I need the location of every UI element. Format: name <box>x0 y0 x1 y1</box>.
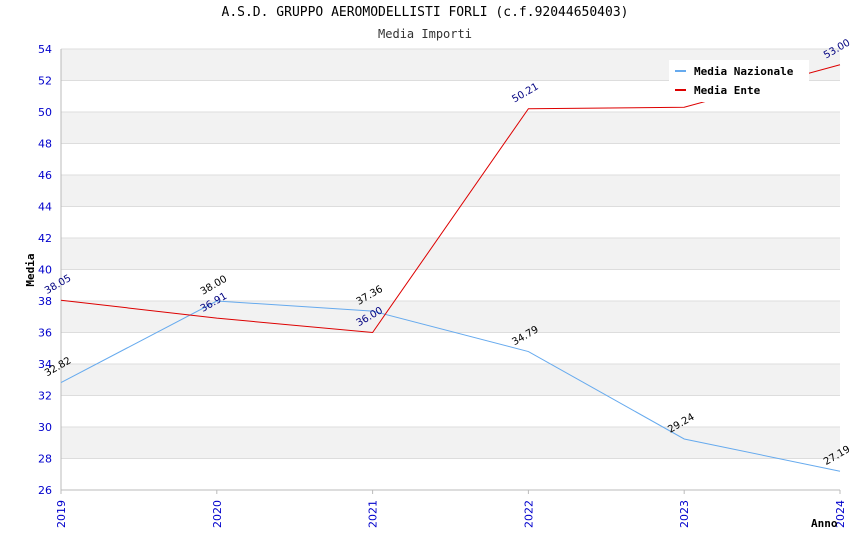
x-axis-label: Anno <box>811 517 838 530</box>
y-tick-label: 50 <box>38 106 52 119</box>
grid-band <box>61 427 840 459</box>
y-tick-label: 36 <box>38 327 52 340</box>
x-tick-label: 2020 <box>211 500 224 528</box>
grid-band <box>61 112 840 144</box>
y-tick-label: 38 <box>38 295 52 308</box>
y-axis-label: Media <box>24 253 37 286</box>
y-tick-label: 30 <box>38 421 52 434</box>
x-tick-label: 2022 <box>522 500 535 528</box>
grid-band <box>61 206 840 238</box>
legend-box <box>669 60 809 102</box>
y-tick-label: 40 <box>38 264 52 277</box>
legend-label: Media Ente <box>694 84 761 97</box>
y-tick-label: 52 <box>38 75 52 88</box>
chart-subtitle: Media Importi <box>378 27 472 41</box>
grid-band <box>61 269 840 301</box>
y-tick-label: 48 <box>38 138 52 151</box>
chart-title: A.S.D. GRUPPO AEROMODELLISTI FORLI (c.f.… <box>221 5 629 20</box>
grid-band <box>61 301 840 333</box>
grid-band <box>61 332 840 364</box>
y-tick-label: 26 <box>38 484 52 497</box>
grid-band <box>61 143 840 175</box>
y-tick-label: 46 <box>38 169 52 182</box>
grid-band <box>61 175 840 207</box>
y-tick-label: 54 <box>38 43 52 56</box>
x-tick-label: 2021 <box>367 500 380 528</box>
legend-label: Media Nazionale <box>694 65 794 78</box>
y-tick-label: 34 <box>38 358 52 371</box>
y-tick-label: 28 <box>38 453 52 466</box>
x-tick-label: 2023 <box>678 500 691 528</box>
y-tick-label: 42 <box>38 232 52 245</box>
grid-band <box>61 458 840 490</box>
x-tick-label: 2024 <box>834 500 847 528</box>
grid-band <box>61 238 840 270</box>
grid-band <box>61 395 840 427</box>
y-tick-label: 32 <box>38 390 52 403</box>
x-tick-label: 2019 <box>55 500 68 528</box>
series-line-media-nazionale <box>60 300 841 472</box>
grid-band <box>61 364 840 396</box>
y-tick-label: 44 <box>38 201 52 214</box>
